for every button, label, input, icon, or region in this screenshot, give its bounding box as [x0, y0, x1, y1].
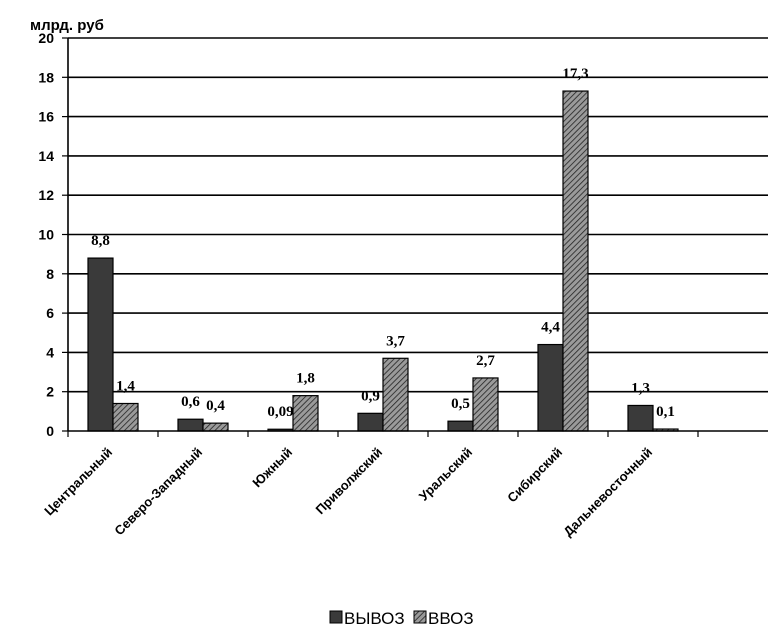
- value-labels: 8,8 0,6 0,09 0,9 0,5 4,4 1,3 1,4 0,4 1,8 3,7 2,7 17,…: [91, 66, 675, 420]
- data-label: 2,7: [476, 353, 495, 369]
- legend-swatch: [329, 610, 343, 624]
- legend-swatch: [413, 610, 427, 624]
- category-label: Сибирский: [504, 445, 565, 506]
- legend-label: ВВОЗ: [428, 609, 474, 628]
- y-tick-label: 10: [38, 227, 54, 243]
- data-label: 0,9: [361, 388, 380, 404]
- y-axis-unit-label: млрд. руб: [30, 17, 104, 34]
- y-tick-labels: 0 2 4 6 8 10 12 14 16 18 20: [38, 30, 54, 439]
- category-label: Северо-Западный: [111, 445, 205, 539]
- bar-export: [447, 420, 474, 432]
- data-label: 17,3: [562, 66, 588, 82]
- y-tick-label: 20: [38, 30, 54, 46]
- y-tick-label: 16: [38, 109, 54, 125]
- data-label: 8,8: [91, 233, 110, 249]
- bar-import: [382, 357, 409, 432]
- data-label: 4,4: [541, 320, 560, 336]
- data-label: 0,6: [181, 394, 200, 410]
- bar-import: [202, 422, 229, 432]
- bar-import: [472, 377, 499, 432]
- data-label: 0,09: [267, 404, 293, 420]
- category-label: Приволжский: [312, 445, 385, 518]
- gridlines: [62, 37, 768, 432]
- legend: ВЫВОЗ ВВОЗ: [329, 609, 474, 628]
- data-label: 1,3: [631, 380, 650, 396]
- bar-import: [112, 402, 139, 432]
- y-tick-label: 12: [38, 187, 54, 203]
- data-label: 1,8: [296, 371, 315, 387]
- y-tick-label: 14: [38, 148, 54, 164]
- bars: [87, 90, 679, 432]
- bar-export: [87, 257, 114, 432]
- legend-label: ВЫВОЗ: [344, 609, 405, 628]
- data-label: 0,1: [656, 404, 675, 420]
- y-tick-label: 6: [46, 305, 54, 321]
- y-tick-label: 4: [46, 344, 54, 360]
- category-label: Дальневосточный: [560, 445, 655, 540]
- y-tick-label: 0: [46, 423, 54, 439]
- data-label: 1,4: [116, 378, 135, 394]
- bar-import: [562, 90, 589, 432]
- category-label: Южный: [249, 445, 295, 491]
- bar-export: [537, 343, 564, 432]
- bar-export: [627, 404, 654, 432]
- bar-export: [177, 418, 204, 432]
- data-label: 3,7: [386, 333, 405, 349]
- data-label: 0,4: [206, 398, 225, 414]
- category-label: Центральный: [41, 445, 115, 519]
- y-tick-label: 2: [46, 384, 54, 400]
- data-label: 0,5: [451, 396, 470, 412]
- y-tick-label: 8: [46, 266, 54, 282]
- category-label: Уральский: [416, 445, 475, 504]
- bar-export: [357, 412, 384, 432]
- bar-import: [292, 395, 319, 432]
- axes: [67, 38, 768, 437]
- y-tick-label: 18: [38, 69, 54, 85]
